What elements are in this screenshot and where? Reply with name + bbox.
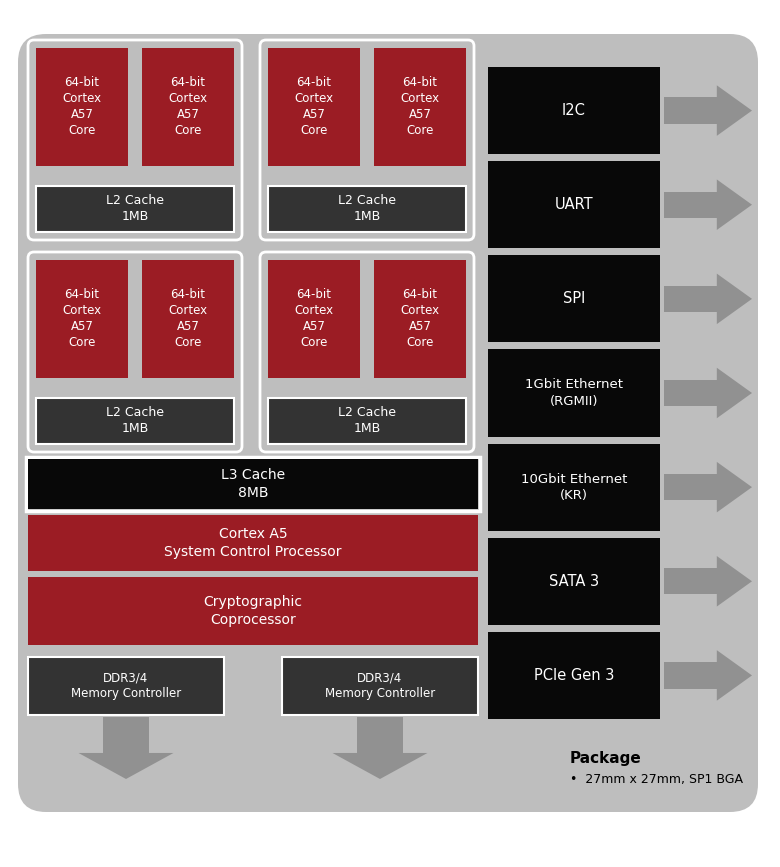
FancyBboxPatch shape [260, 252, 474, 452]
Bar [488, 255, 660, 342]
Bar [142, 260, 234, 378]
Text: L3 Cache
8MB: L3 Cache 8MB [221, 468, 285, 499]
Text: L2 Cache
1MB: L2 Cache 1MB [338, 407, 396, 435]
Bar [28, 657, 224, 715]
Bar [28, 459, 478, 509]
Bar [268, 48, 360, 166]
Bar [268, 260, 360, 378]
Bar [664, 568, 717, 595]
Text: L2 Cache
1MB: L2 Cache 1MB [106, 194, 164, 224]
Polygon shape [717, 179, 752, 230]
Polygon shape [79, 753, 173, 779]
Bar [488, 349, 660, 437]
Polygon shape [717, 368, 752, 418]
Bar [36, 260, 128, 378]
Bar [26, 457, 480, 511]
Bar [488, 444, 660, 531]
Text: 64-bit
Cortex
A57
Core: 64-bit Cortex A57 Core [400, 289, 440, 349]
Text: 64-bit
Cortex
A57
Core: 64-bit Cortex A57 Core [400, 76, 440, 138]
Text: UART: UART [555, 197, 594, 212]
Text: 64-bit
Cortex
A57
Core: 64-bit Cortex A57 Core [294, 76, 334, 138]
Text: SPI: SPI [563, 291, 585, 306]
Polygon shape [717, 556, 752, 607]
Text: 10Gbit Ethernet
(KR): 10Gbit Ethernet (KR) [521, 473, 627, 502]
Polygon shape [717, 462, 752, 512]
Bar [36, 398, 234, 444]
Text: 64-bit
Cortex
A57
Core: 64-bit Cortex A57 Core [62, 76, 101, 138]
Text: 1Gbit Ethernet
(RGMII): 1Gbit Ethernet (RGMII) [525, 379, 623, 407]
Text: DDR3/4
Memory Controller: DDR3/4 Memory Controller [325, 672, 435, 701]
Bar [664, 474, 717, 500]
Text: 64-bit
Cortex
A57
Core: 64-bit Cortex A57 Core [168, 76, 207, 138]
Bar [488, 632, 660, 719]
Bar [664, 97, 717, 124]
Text: 64-bit
Cortex
A57
Core: 64-bit Cortex A57 Core [294, 289, 334, 349]
Text: 64-bit
Cortex
A57
Core: 64-bit Cortex A57 Core [168, 289, 207, 349]
Bar [268, 398, 466, 444]
Text: Package: Package [570, 752, 642, 766]
Text: 64-bit
Cortex
A57
Core: 64-bit Cortex A57 Core [62, 289, 101, 349]
Text: PCIe Gen 3: PCIe Gen 3 [534, 668, 614, 683]
Text: I2C: I2C [562, 103, 586, 118]
Bar [374, 48, 466, 166]
Polygon shape [717, 85, 752, 136]
Bar [664, 662, 717, 688]
FancyBboxPatch shape [18, 34, 758, 812]
Bar [488, 538, 660, 625]
Polygon shape [332, 753, 427, 779]
Bar [488, 161, 660, 248]
FancyBboxPatch shape [28, 252, 242, 452]
Bar [488, 67, 660, 154]
Bar [36, 48, 128, 166]
Text: L2 Cache
1MB: L2 Cache 1MB [338, 194, 396, 224]
Text: SATA 3: SATA 3 [549, 574, 599, 589]
Text: •  27mm x 27mm, SP1 BGA: • 27mm x 27mm, SP1 BGA [570, 772, 743, 786]
Bar [28, 577, 478, 645]
FancyBboxPatch shape [260, 40, 474, 240]
Bar [28, 515, 478, 571]
Polygon shape [717, 274, 752, 324]
Bar [282, 657, 478, 715]
Text: Cortex A5
System Control Processor: Cortex A5 System Control Processor [165, 527, 342, 558]
Bar [664, 192, 717, 218]
Bar [142, 48, 234, 166]
Text: Cryptographic
Coprocessor: Cryptographic Coprocessor [204, 596, 303, 627]
Bar [357, 717, 402, 753]
Text: L2 Cache
1MB: L2 Cache 1MB [106, 407, 164, 435]
Text: DDR3/4
Memory Controller: DDR3/4 Memory Controller [71, 672, 181, 701]
Bar [36, 186, 234, 232]
Bar [103, 717, 149, 753]
Bar [664, 286, 717, 312]
Bar [268, 186, 466, 232]
FancyBboxPatch shape [28, 40, 242, 240]
Polygon shape [717, 650, 752, 701]
Bar [374, 260, 466, 378]
Bar [664, 380, 717, 406]
